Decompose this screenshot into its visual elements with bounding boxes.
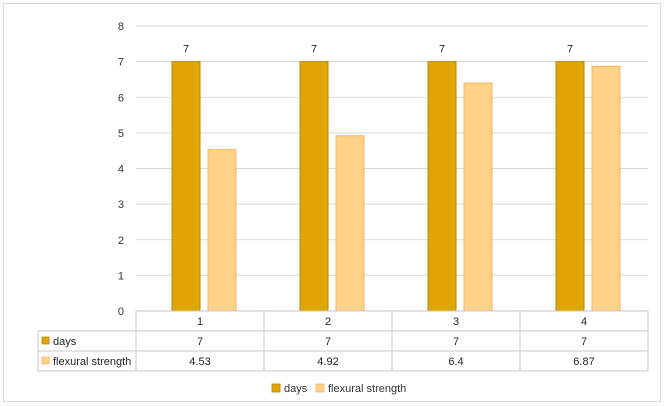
y-tick-label: 1: [118, 270, 124, 282]
data-label: 7: [311, 44, 317, 56]
table-cell: 4.53: [189, 356, 210, 368]
bar-days: [171, 61, 201, 312]
y-tick-label: 0: [118, 306, 124, 318]
data-label: 7: [567, 44, 573, 56]
y-tick-label: 8: [118, 21, 124, 33]
table-row-label: flexural strength: [53, 356, 131, 368]
y-tick-label: 4: [118, 164, 124, 176]
table-cell: 7: [197, 336, 203, 348]
bar-flexural-strength: [207, 149, 237, 312]
legend-key: [315, 383, 325, 393]
table-legend-key: [41, 356, 50, 365]
y-tick-label: 7: [118, 57, 124, 69]
table-cell: 6.87: [573, 356, 594, 368]
table-cell: 6.4: [448, 356, 463, 368]
data-label: 7: [439, 44, 445, 56]
table-cell: 7: [581, 336, 587, 348]
table-legend-key: [41, 336, 50, 345]
table-row-label: days: [53, 336, 77, 348]
x-tick-label: 2: [325, 316, 331, 328]
x-tick-label: 3: [453, 316, 459, 328]
x-tick-label: 1: [197, 316, 203, 328]
bar-flexural-strength: [335, 135, 365, 312]
bar-days: [299, 61, 329, 312]
bar-days: [555, 61, 585, 312]
legend-key: [271, 383, 281, 393]
y-tick-label: 5: [118, 128, 124, 140]
chart-frame: [3, 3, 661, 402]
table-cell: 4.92: [317, 356, 338, 368]
y-tick-label: 6: [118, 92, 124, 104]
legend-label: flexural strength: [328, 383, 406, 395]
data-label: 7: [183, 44, 189, 56]
y-tick-label: 3: [118, 199, 124, 211]
table-cell: 7: [453, 336, 459, 348]
bar-days: [427, 61, 457, 312]
bar-flexural-strength: [591, 65, 621, 312]
bar-flexural-strength: [463, 82, 493, 312]
y-tick-label: 2: [118, 235, 124, 247]
legend-label: days: [284, 383, 308, 395]
x-tick-label: 4: [581, 316, 587, 328]
table-cell: 7: [325, 336, 331, 348]
